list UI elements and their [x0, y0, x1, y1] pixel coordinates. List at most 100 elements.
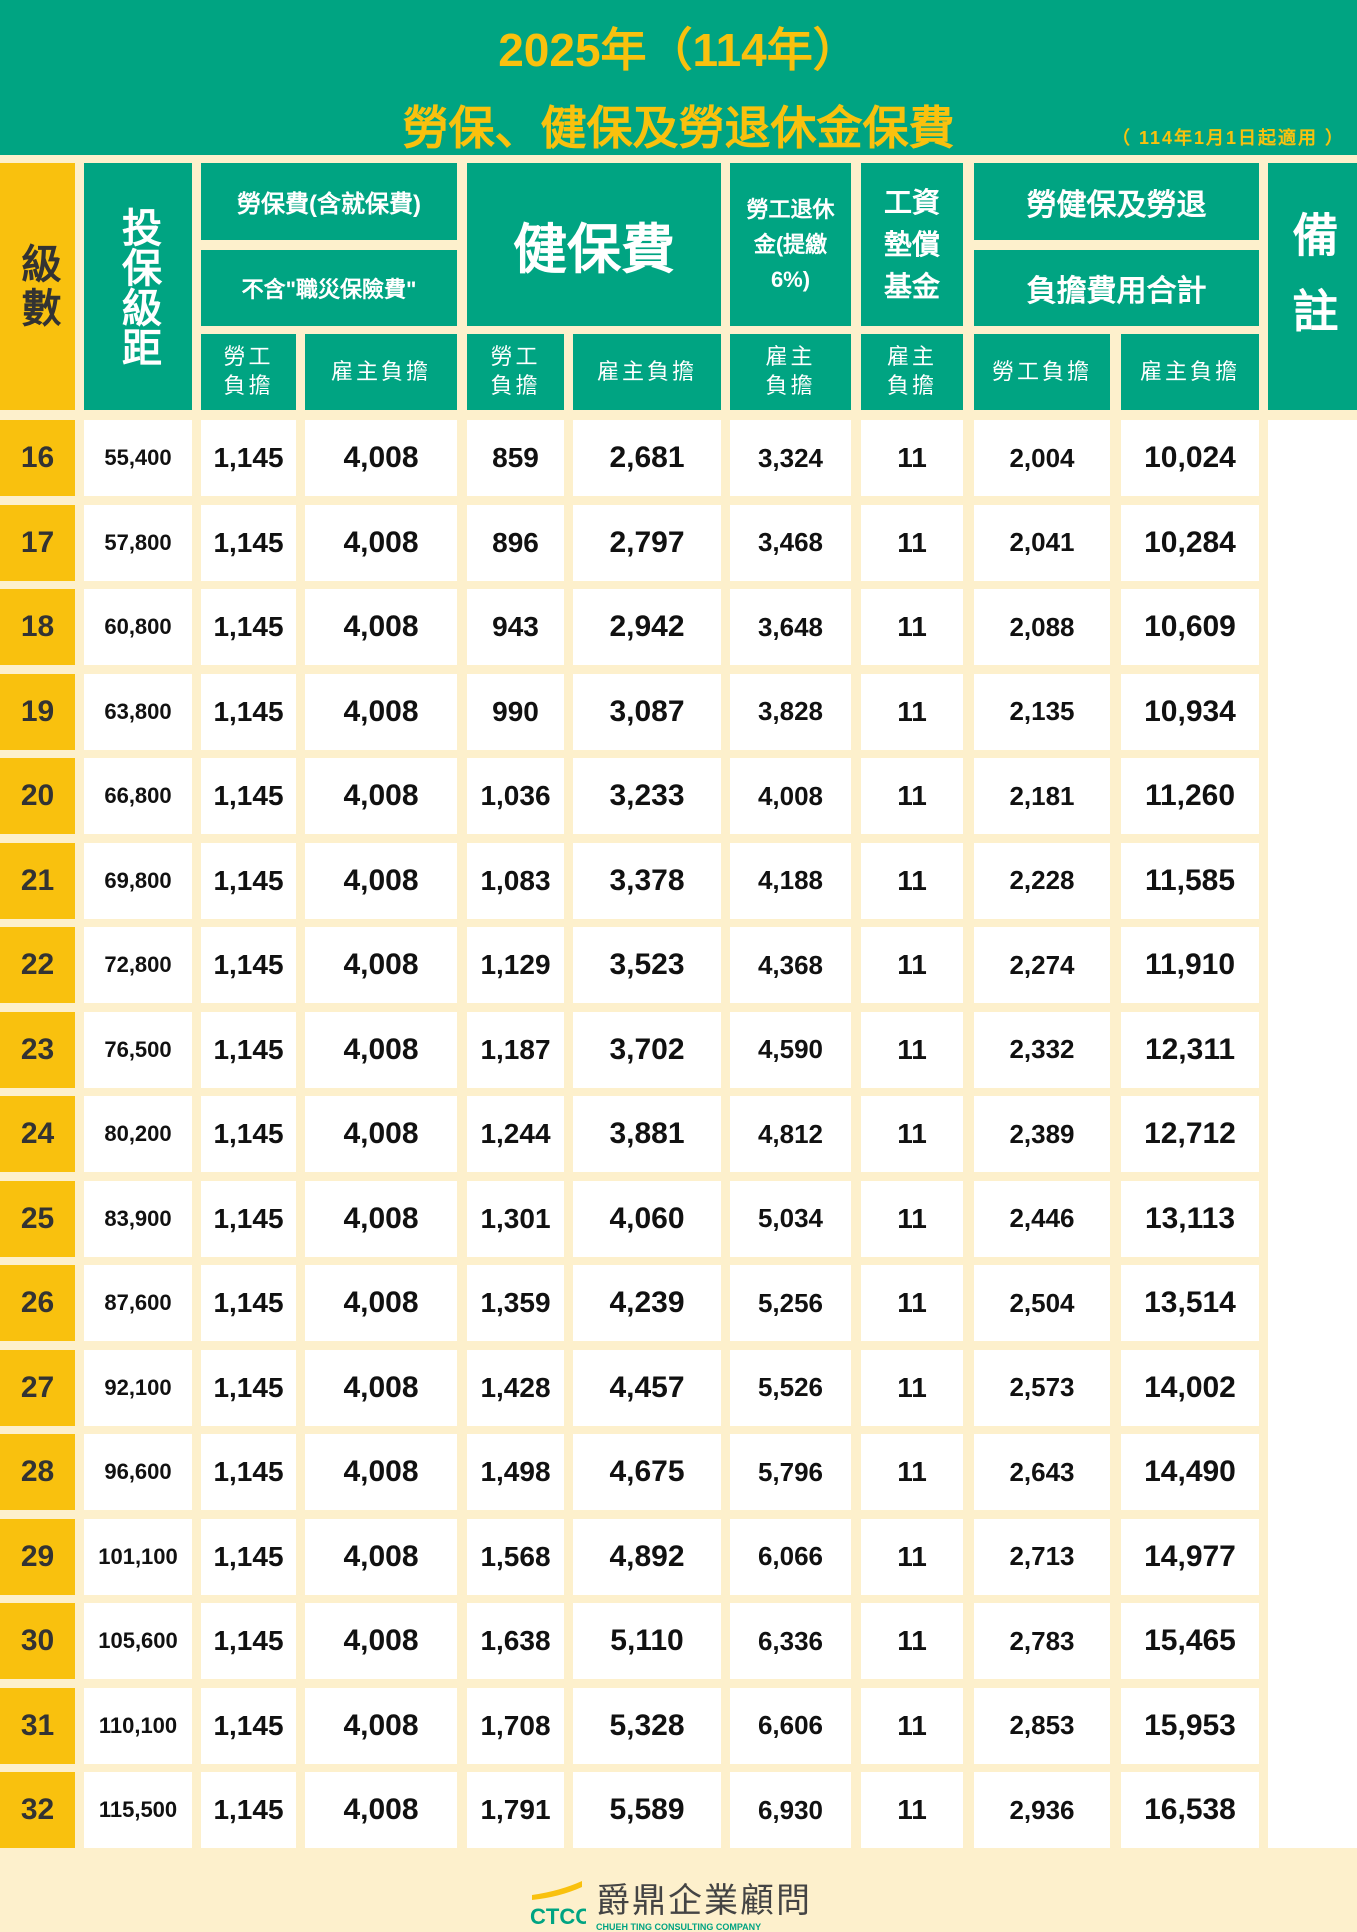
- cell-total-employer: 13,514: [1121, 1265, 1259, 1341]
- cell-labor-employer: 4,008: [305, 1349, 457, 1426]
- cell-pension-employer: 6,336: [730, 1603, 851, 1679]
- cell-labor-worker: 1,145: [201, 1772, 296, 1848]
- cell-labor-employer: 4,008: [305, 1518, 457, 1595]
- cell-bracket: 55,400: [84, 420, 192, 496]
- cell-health-employer: 3,881: [573, 1096, 721, 1172]
- header-bracket: 投保級距: [84, 163, 192, 410]
- cell-pension-employer: 5,796: [730, 1434, 851, 1510]
- cell-wage-fund-employer: 11: [861, 504, 963, 581]
- subheader-health-worker: 勞工負擔: [467, 334, 564, 410]
- subheader-total-worker: 勞工負擔: [974, 334, 1110, 410]
- header-labor-insurance: 勞保費(含就保費): [201, 163, 457, 240]
- cell-health-employer: 4,892: [573, 1518, 721, 1595]
- cell-grade: 16: [0, 420, 75, 496]
- cell-wage-fund-employer: 11: [861, 673, 963, 750]
- cell-labor-worker: 1,145: [201, 1434, 296, 1510]
- cell-health-worker: 1,791: [467, 1772, 564, 1848]
- cell-health-worker: 1,568: [467, 1518, 564, 1595]
- cell-pension-employer: 4,590: [730, 1011, 851, 1088]
- cell-bracket: 101,100: [84, 1518, 192, 1595]
- cell-health-worker: 943: [467, 589, 564, 665]
- cell-total-worker: 2,504: [974, 1265, 1110, 1341]
- cell-labor-employer: 4,008: [305, 504, 457, 581]
- cell-grade: 20: [0, 758, 75, 834]
- header-pension: 勞工退休金(提繳6%): [730, 163, 851, 326]
- cell-labor-employer: 4,008: [305, 1687, 457, 1764]
- cell-total-worker: 2,181: [974, 758, 1110, 834]
- cell-health-worker: 896: [467, 504, 564, 581]
- cell-total-employer: 13,113: [1121, 1180, 1259, 1257]
- remark-column: [1268, 420, 1357, 1848]
- cell-labor-employer: 4,008: [305, 673, 457, 750]
- cell-labor-employer: 4,008: [305, 758, 457, 834]
- cell-bracket: 115,500: [84, 1772, 192, 1848]
- cell-labor-employer: 4,008: [305, 1434, 457, 1510]
- cell-health-worker: 990: [467, 673, 564, 750]
- subheader-labor-employer: 雇主負擔: [305, 334, 457, 410]
- cell-pension-employer: 4,812: [730, 1096, 851, 1172]
- cell-pension-employer: 6,930: [730, 1772, 851, 1848]
- cell-wage-fund-employer: 11: [861, 758, 963, 834]
- cell-labor-worker: 1,145: [201, 1518, 296, 1595]
- cell-labor-worker: 1,145: [201, 1096, 296, 1172]
- cell-total-employer: 15,465: [1121, 1603, 1259, 1679]
- cell-health-employer: 4,675: [573, 1434, 721, 1510]
- subheader-pension-employer: 雇主負擔: [730, 334, 851, 410]
- cell-health-worker: 859: [467, 420, 564, 496]
- header-total-2: 負擔費用合計: [974, 250, 1259, 326]
- cell-labor-worker: 1,145: [201, 1687, 296, 1764]
- cell-pension-employer: 5,256: [730, 1265, 851, 1341]
- cell-pension-employer: 4,368: [730, 927, 851, 1003]
- cell-wage-fund-employer: 11: [861, 1603, 963, 1679]
- cell-health-worker: 1,359: [467, 1265, 564, 1341]
- cell-wage-fund-employer: 11: [861, 1772, 963, 1848]
- cell-wage-fund-employer: 11: [861, 1096, 963, 1172]
- cell-total-employer: 14,490: [1121, 1434, 1259, 1510]
- cell-wage-fund-employer: 11: [861, 1011, 963, 1088]
- cell-total-worker: 2,783: [974, 1603, 1110, 1679]
- cell-wage-fund-employer: 11: [861, 1518, 963, 1595]
- cell-wage-fund-employer: 11: [861, 1434, 963, 1510]
- cell-labor-worker: 1,145: [201, 1265, 296, 1341]
- cell-health-employer: 3,378: [573, 842, 721, 919]
- cell-labor-employer: 4,008: [305, 1603, 457, 1679]
- cell-health-worker: 1,187: [467, 1011, 564, 1088]
- cell-wage-fund-employer: 11: [861, 589, 963, 665]
- cell-grade: 26: [0, 1265, 75, 1341]
- cell-grade: 24: [0, 1096, 75, 1172]
- cell-bracket: 105,600: [84, 1603, 192, 1679]
- cell-health-worker: 1,301: [467, 1180, 564, 1257]
- cell-wage-fund-employer: 11: [861, 1349, 963, 1426]
- cell-health-worker: 1,129: [467, 927, 564, 1003]
- cell-labor-employer: 4,008: [305, 1265, 457, 1341]
- cell-pension-employer: 5,034: [730, 1180, 851, 1257]
- cell-total-worker: 2,041: [974, 504, 1110, 581]
- cell-bracket: 96,600: [84, 1434, 192, 1510]
- cell-total-employer: 16,538: [1121, 1772, 1259, 1848]
- cell-bracket: 76,500: [84, 1011, 192, 1088]
- cell-total-worker: 2,228: [974, 842, 1110, 919]
- cell-bracket: 83,900: [84, 1180, 192, 1257]
- cell-wage-fund-employer: 11: [861, 927, 963, 1003]
- subheader-total-employer: 雇主負擔: [1121, 334, 1259, 410]
- cell-labor-worker: 1,145: [201, 1603, 296, 1679]
- cell-labor-employer: 4,008: [305, 589, 457, 665]
- cell-wage-fund-employer: 11: [861, 842, 963, 919]
- header-labor-insurance-note: 不含"職災保險費": [201, 250, 457, 326]
- cell-health-employer: 5,110: [573, 1603, 721, 1679]
- cell-total-worker: 2,446: [974, 1180, 1110, 1257]
- cell-labor-worker: 1,145: [201, 758, 296, 834]
- cell-total-worker: 2,853: [974, 1687, 1110, 1764]
- cell-bracket: 92,100: [84, 1349, 192, 1426]
- cell-grade: 25: [0, 1180, 75, 1257]
- cell-bracket: 110,100: [84, 1687, 192, 1764]
- company-logo: CTCC 爵鼎企業顧問 CHUEH TING CONSULTING COMPAN…: [530, 1873, 812, 1932]
- cell-health-worker: 1,036: [467, 758, 564, 834]
- cell-total-employer: 14,977: [1121, 1518, 1259, 1595]
- cell-grade: 30: [0, 1603, 75, 1679]
- cell-health-employer: 5,328: [573, 1687, 721, 1764]
- cell-bracket: 63,800: [84, 673, 192, 750]
- subheader-health-employer: 雇主負擔: [573, 334, 721, 410]
- cell-health-worker: 1,708: [467, 1687, 564, 1764]
- header-remark: 備註: [1268, 163, 1357, 410]
